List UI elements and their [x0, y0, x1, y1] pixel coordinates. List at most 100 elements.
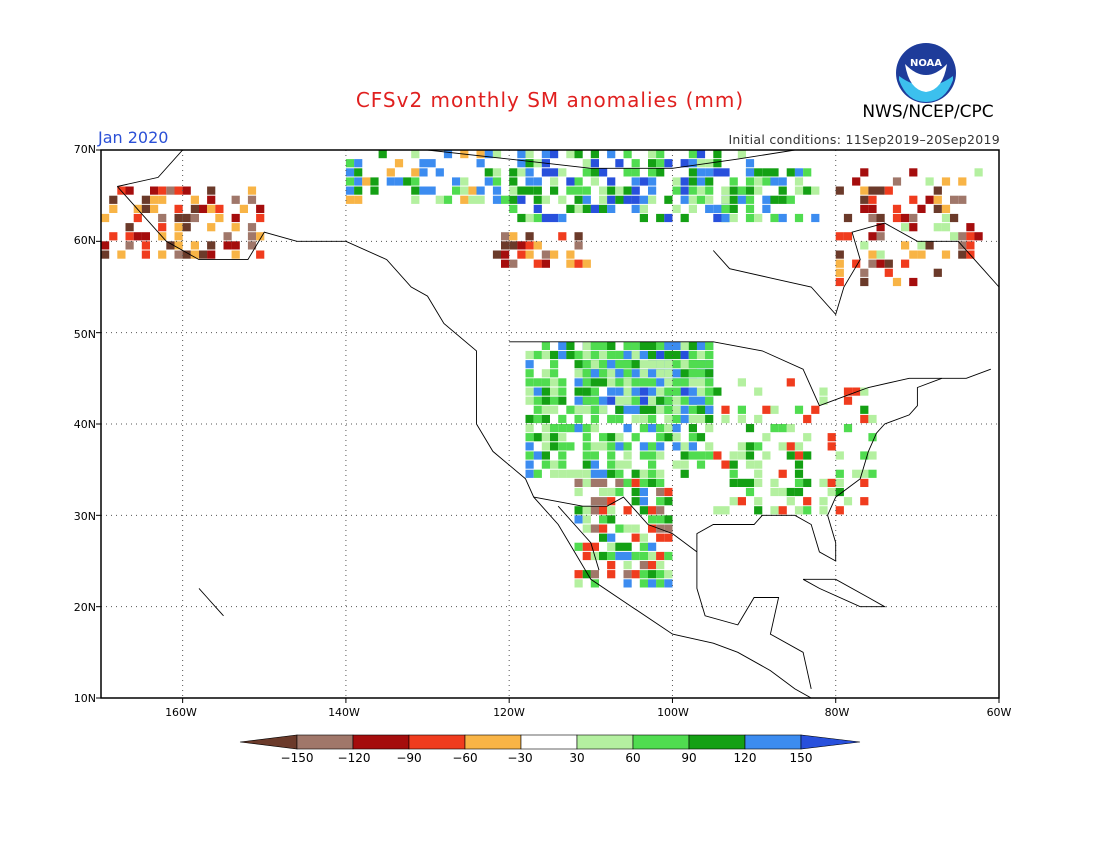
anomaly-cell [631, 360, 640, 369]
coastline-segment [509, 341, 942, 407]
anomaly-cell [525, 369, 534, 378]
anomaly-cell [607, 350, 616, 360]
anomaly-cell [582, 424, 591, 433]
anomaly-cell [574, 542, 583, 551]
anomaly-cell [525, 396, 534, 405]
anomaly-cell [648, 405, 657, 414]
anomaly-cell [933, 186, 942, 195]
anomaly-cell [860, 478, 869, 487]
anomaly-cell [558, 396, 567, 405]
anomaly-cell [533, 350, 542, 360]
anomaly-cell [460, 186, 469, 195]
anomaly-cell [525, 241, 534, 250]
anomaly-cell [239, 204, 248, 213]
anomaly-cell [713, 168, 722, 177]
anomaly-cell [623, 424, 632, 433]
anomaly-cell [933, 204, 942, 213]
anomaly-cell [648, 551, 657, 561]
lat-label: 70N [73, 143, 96, 156]
anomaly-cell [509, 204, 518, 213]
anomaly-cell [599, 369, 608, 378]
anomaly-cell [868, 232, 877, 241]
anomaly-cell [648, 350, 657, 360]
anomaly-cell [525, 250, 534, 259]
anomaly-cell [860, 451, 869, 460]
anomaly-cell [966, 241, 975, 250]
colorbar-label: 150 [789, 751, 813, 765]
anomaly-cell [648, 469, 657, 478]
anomaly-cell [566, 204, 575, 213]
anomaly-cell [639, 414, 648, 424]
anomaly-cell [247, 223, 257, 232]
anomaly-cell [656, 405, 665, 414]
anomaly-cell [770, 506, 779, 515]
anomaly-cell [827, 442, 836, 451]
anomaly-cell [550, 424, 559, 433]
anomaly-cell [648, 177, 657, 186]
anomaly-cell [762, 433, 771, 442]
anomaly-cell [688, 360, 697, 369]
anomaly-cell [680, 177, 689, 186]
anomaly-cell [696, 195, 706, 204]
anomaly-cell [672, 414, 681, 424]
anomaly-cell [541, 387, 550, 396]
anomaly-cell [174, 241, 183, 250]
anomaly-cell [901, 241, 910, 250]
anomaly-cell [623, 524, 632, 533]
anomaly-cell [590, 424, 599, 433]
anomaly-cell [786, 442, 795, 451]
anomaly-cell [811, 186, 820, 195]
anomaly-cell [631, 195, 640, 204]
anomaly-cell [574, 360, 583, 369]
anomaly-cell [778, 442, 787, 451]
anomaly-cell [876, 213, 885, 223]
anomaly-cell [901, 213, 910, 223]
anomaly-cell [582, 195, 591, 204]
anomaly-cell [541, 195, 550, 204]
anomaly-cell [541, 350, 550, 360]
anomaly-cell [688, 341, 697, 350]
anomaly-cell [223, 232, 232, 241]
anomaly-cell [664, 396, 673, 405]
anomaly-cell [599, 515, 608, 524]
lat-label: 50N [73, 328, 96, 341]
anomaly-cell [835, 259, 844, 268]
anomaly-cell [550, 442, 559, 451]
anomaly-cell [705, 204, 714, 213]
anomaly-cell [680, 159, 689, 168]
anomaly-cell [705, 168, 714, 177]
anomaly-cell [460, 177, 469, 186]
anomaly-cell [721, 213, 730, 223]
anomaly-cell [648, 168, 657, 177]
anomaly-cell [639, 350, 648, 360]
anomaly-cell [713, 213, 722, 223]
anomaly-cell [974, 232, 983, 241]
anomaly-cell [786, 497, 795, 506]
anomaly-cell [639, 451, 648, 460]
anomaly-cell [599, 469, 608, 478]
anomaly-cell [623, 387, 632, 396]
anomaly-cell [941, 250, 951, 259]
anomaly-cell [207, 250, 216, 259]
anomaly-cell [582, 515, 591, 524]
anomaly-cell [623, 405, 632, 414]
anomaly-cell [590, 387, 599, 396]
anomaly-cell [696, 433, 706, 442]
anomaly-cell [639, 204, 648, 213]
anomaly-cell [615, 551, 624, 561]
anomaly-cell [607, 542, 616, 551]
anomaly-cell [623, 150, 632, 159]
anomaly-cell [582, 460, 591, 469]
anomaly-cell [533, 451, 542, 460]
anomaly-cell [721, 460, 730, 469]
anomaly-cell [664, 369, 673, 378]
anomaly-cell [696, 414, 706, 424]
anomaly-cell [125, 186, 134, 195]
anomaly-cell [631, 478, 640, 487]
anomaly-cell [680, 360, 689, 369]
anomaly-cell [860, 387, 869, 396]
anomaly-cell [819, 497, 828, 506]
anomaly-cell [794, 442, 804, 451]
anomaly-cell [656, 551, 665, 561]
anomaly-cell [247, 232, 257, 241]
